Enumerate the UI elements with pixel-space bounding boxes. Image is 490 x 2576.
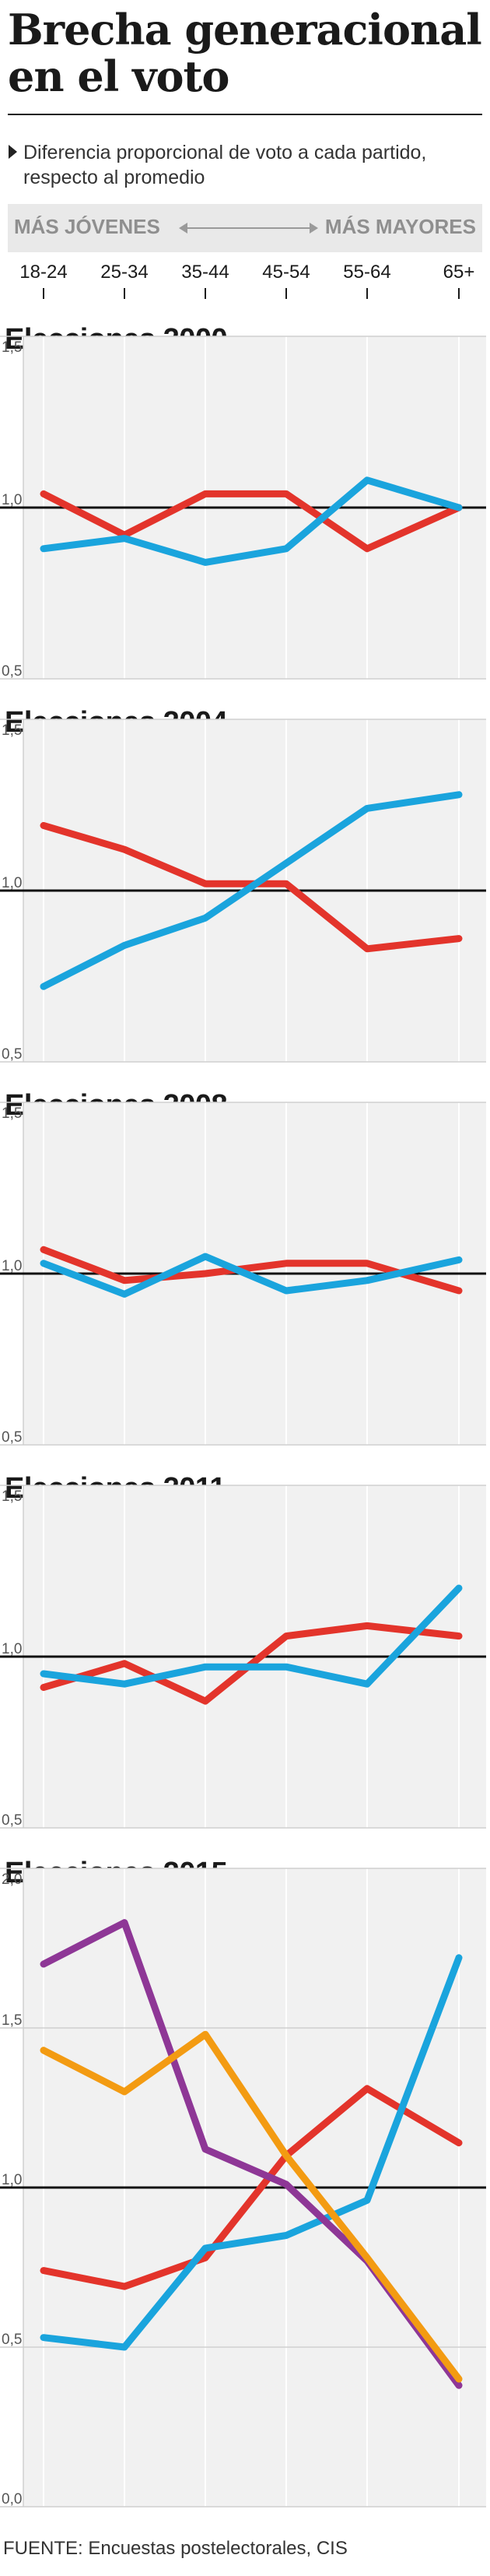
title-divider <box>8 114 482 115</box>
age-tick <box>43 288 44 299</box>
y-tick-label: 1,0 <box>2 875 22 891</box>
y-tick-label: 2,0 <box>2 1871 22 1888</box>
older-label: MÁS MAYORES <box>324 215 476 238</box>
series-line-pp <box>40 1584 463 1688</box>
series-line-psoe <box>40 2085 463 2290</box>
arrow-left-icon <box>179 223 187 234</box>
series-line-psoe <box>40 490 463 553</box>
series-line-pp <box>40 476 463 566</box>
arrow-right-icon <box>310 223 318 234</box>
age-direction-bar: MÁS JÓVENES MÁS MAYORES <box>8 204 482 252</box>
y-tick-label: 1,5 <box>2 722 22 739</box>
y-tick-label: 0,5 <box>2 1812 22 1829</box>
y-tick-label: 1,0 <box>2 1641 22 1657</box>
series-line-pp <box>40 1954 463 2351</box>
y-tick-label: 0,5 <box>2 663 22 680</box>
age-label: 55-64 <box>343 262 391 283</box>
y-tick-label: 0,5 <box>2 1046 22 1063</box>
age-tick <box>458 288 460 299</box>
series-line-pp <box>40 1253 463 1298</box>
y-tick-label: 1,0 <box>2 2172 22 2188</box>
age-tick <box>124 288 125 299</box>
series-line-psoe <box>40 1246 463 1295</box>
younger-label: MÁS JÓVENES <box>14 215 160 238</box>
y-tick-label: 0,0 <box>2 2491 22 2507</box>
y-tick-label: 1,0 <box>2 492 22 508</box>
age-label: 65+ <box>443 262 475 283</box>
age-axis: 18-24 25-34 35-44 45-54 55-64 65+ <box>0 255 490 302</box>
y-tick-label: 1,5 <box>2 2012 22 2029</box>
y-tick-label: 0,5 <box>2 2332 22 2348</box>
y-tick-label: 0,5 <box>2 1429 22 1446</box>
double-arrow-line <box>184 227 313 229</box>
source-note: FUENTE: Encuestas postelectorales, CIS <box>3 2538 348 2559</box>
age-tick <box>205 288 206 299</box>
age-label: 25-34 <box>100 262 149 283</box>
y-tick-label: 1,0 <box>2 1258 22 1274</box>
series-line-pp <box>40 791 463 990</box>
series-line-cs <box>40 2030 463 2383</box>
age-tick <box>285 288 287 299</box>
age-label: 45-54 <box>262 262 310 283</box>
series-line-psoe <box>40 821 463 953</box>
age-tick <box>366 288 368 299</box>
age-label: 35-44 <box>181 262 229 283</box>
y-tick-label: 1,5 <box>2 1105 22 1122</box>
bullet-triangle-icon <box>9 145 17 159</box>
age-label: 18-24 <box>19 262 68 283</box>
subtitle: Diferencia proporcional de voto a cada p… <box>23 142 427 188</box>
y-tick-label: 1,5 <box>2 339 22 356</box>
page-title: Brecha generacional en el voto <box>8 5 482 101</box>
y-tick-label: 1,5 <box>2 1488 22 1505</box>
